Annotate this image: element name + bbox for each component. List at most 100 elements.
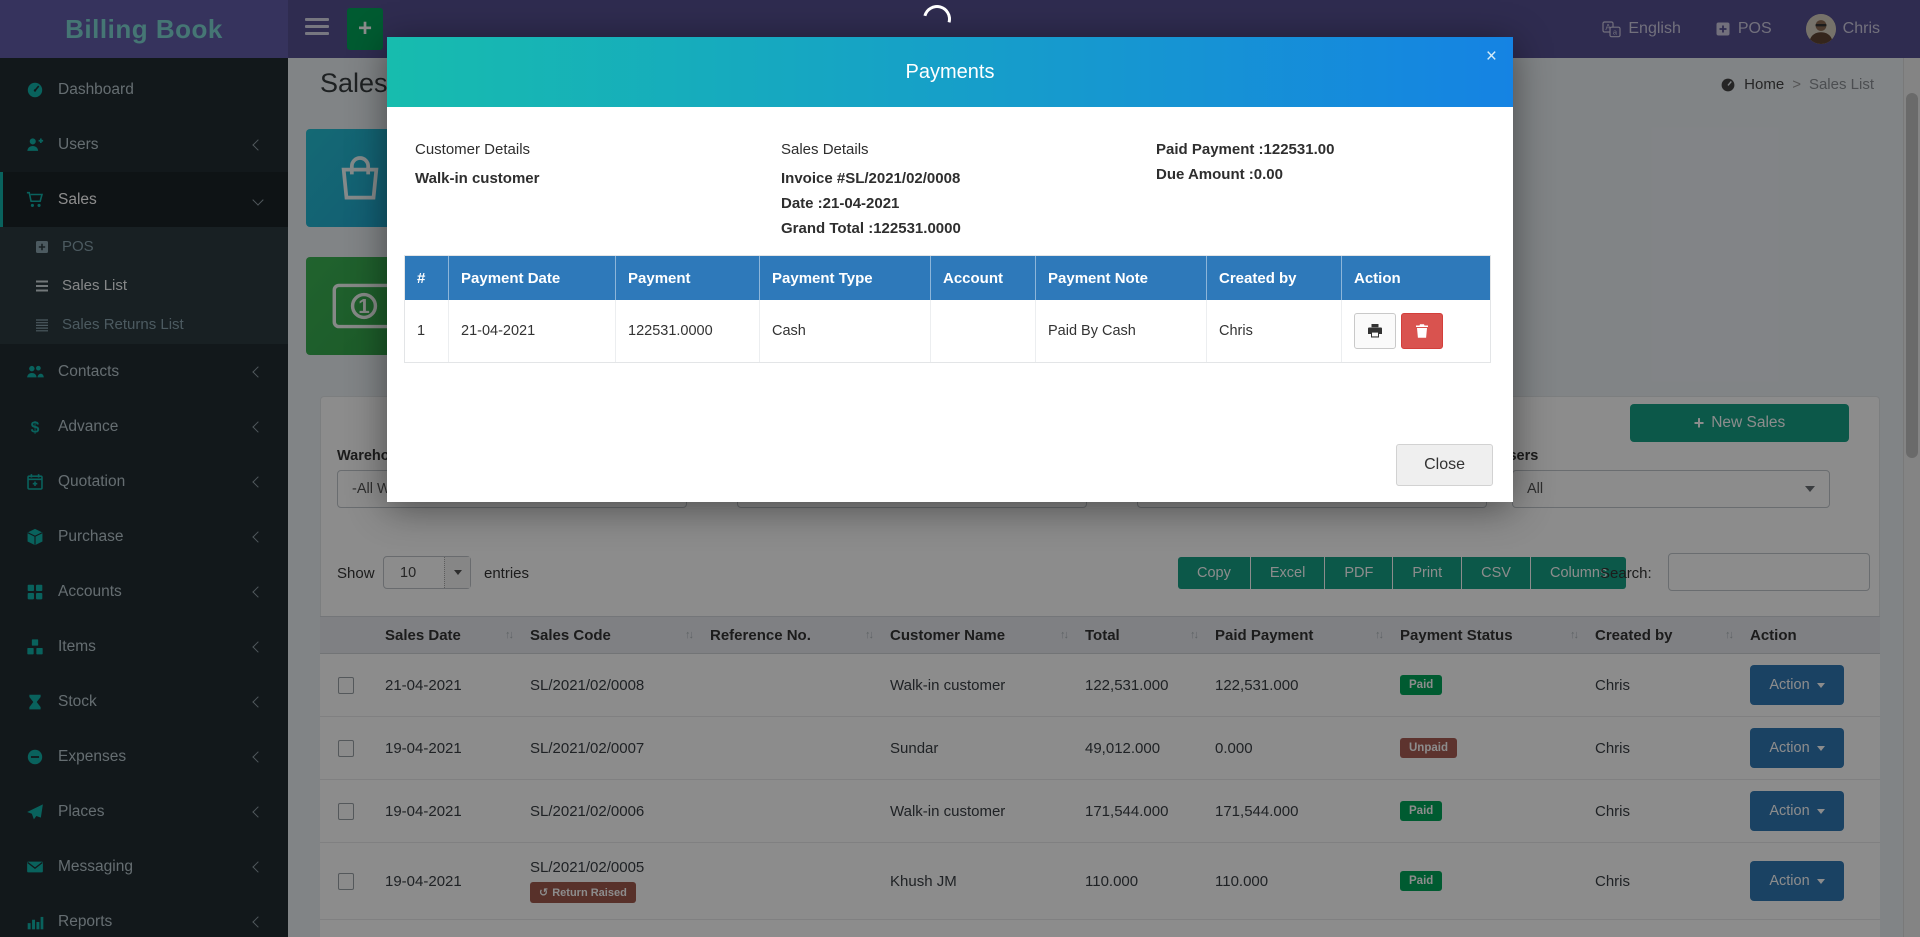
calendar-plus-icon	[26, 473, 44, 491]
payments-modal: Payments × Customer Details Walk-in cust…	[387, 37, 1513, 502]
app-title: Billing Book	[65, 13, 223, 44]
search-input[interactable]	[1668, 553, 1870, 591]
row-checkbox[interactable]	[338, 872, 354, 890]
caret-down-icon	[1816, 808, 1825, 814]
table-header-row: Sales Date ↑↓ Sales Code ↑↓ Reference No. ↑…	[320, 616, 1880, 654]
breadcrumb-separator: >	[1792, 76, 1801, 93]
row-checkbox[interactable]	[338, 676, 354, 694]
pdf-button[interactable]: PDF	[1325, 557, 1393, 589]
pos-shortcut[interactable]: POS	[1715, 20, 1772, 38]
printer-icon	[1367, 323, 1383, 339]
sales-details-section: Sales Details Invoice #SL/2021/02/0008 D…	[781, 137, 961, 241]
svg-text:$: $	[31, 419, 40, 435]
sidebar-item-contacts[interactable]: Contacts	[0, 344, 288, 399]
avatar	[1805, 14, 1836, 44]
breadcrumb: Home > Sales List	[1720, 76, 1874, 93]
show-label: Show	[337, 565, 375, 582]
sidebar-item-sales-list[interactable]: Sales List	[0, 266, 288, 305]
row-action-button[interactable]: Action	[1750, 665, 1844, 705]
status-badge: Paid	[1400, 675, 1443, 695]
row-action-button[interactable]: Action	[1750, 861, 1844, 901]
shopping-bag-icon	[332, 151, 388, 207]
sidebar-item-purchase[interactable]: Purchase	[0, 509, 288, 564]
app-logo[interactable]: Billing Book	[0, 0, 288, 58]
col-sales-date[interactable]: Sales Date ↑↓	[385, 626, 514, 644]
plus-icon: +	[1693, 412, 1705, 433]
vertical-scrollbar	[1903, 58, 1920, 937]
col-payment-status[interactable]: Payment Status ↑↓	[1400, 626, 1579, 644]
sort-icon: ↑↓	[865, 629, 874, 641]
sidebar-item-expenses[interactable]: Expenses	[0, 729, 288, 784]
sidebar-item-places[interactable]: Places	[0, 784, 288, 839]
col-reference-no[interactable]: Reference No. ↑↓	[710, 626, 874, 644]
paid-payment: Paid Payment :122531.00	[1156, 141, 1335, 158]
svg-text:1: 1	[358, 295, 369, 318]
row-action-button[interactable]: Action	[1750, 728, 1844, 768]
sidebar-item-dashboard[interactable]: Dashboard	[0, 62, 288, 117]
sidebar-item-users[interactable]: Users	[0, 117, 288, 172]
return-arrow-icon: ↺	[539, 887, 549, 899]
excel-button[interactable]: Excel	[1250, 557, 1325, 589]
caret-down-icon	[1816, 878, 1825, 884]
close-icon[interactable]: ×	[1485, 46, 1497, 67]
breadcrumb-home-link[interactable]: Home	[1744, 76, 1785, 93]
new-sales-button[interactable]: + New Sales	[1630, 404, 1849, 442]
caret-down-icon	[444, 557, 470, 588]
copy-button[interactable]: Copy	[1178, 557, 1250, 589]
columns-button[interactable]: Columns	[1530, 557, 1627, 589]
row-action-button[interactable]: Action	[1750, 791, 1844, 831]
col-created-by[interactable]: Created by ↑↓	[1595, 626, 1734, 644]
gauge-icon	[1720, 77, 1736, 93]
due-amount: Due Amount :0.00	[1156, 166, 1283, 183]
cube-icon	[26, 528, 44, 546]
row-checkbox[interactable]	[338, 802, 354, 820]
sidebar-item-sales-returns-list[interactable]: Sales Returns List	[0, 305, 288, 344]
print-button[interactable]: Print	[1393, 557, 1462, 589]
col-customer-name[interactable]: Customer Name ↑↓	[890, 626, 1069, 644]
language-label: English	[1628, 20, 1681, 37]
cart-icon	[26, 191, 44, 209]
sidebar-item-reports[interactable]: Reports	[0, 894, 288, 937]
sort-icon: ↑↓	[685, 629, 694, 641]
username: Chris	[1842, 20, 1880, 37]
sidebar-item-pos[interactable]: POS	[0, 227, 288, 266]
users-select[interactable]: All	[1512, 470, 1830, 508]
status-badge: Unpaid	[1400, 738, 1457, 758]
col-total[interactable]: Total ↑↓	[1085, 626, 1199, 644]
modal-close-button[interactable]: Close	[1396, 444, 1493, 486]
sidebar-item-messaging[interactable]: Messaging	[0, 839, 288, 894]
user-menu[interactable]: Chris	[1805, 14, 1880, 44]
sidebar-item-quotation[interactable]: Quotation	[0, 454, 288, 509]
gauge-icon	[26, 81, 44, 99]
page-size-select[interactable]: 10	[383, 556, 471, 589]
table-row: 21-04-2021 SL/2021/02/0008 Walk-in custo…	[320, 654, 1880, 717]
sidebar-item-stock[interactable]: Stock	[0, 674, 288, 729]
payment-row: 1 21-04-2021 122531.0000 Cash Paid By Ca…	[405, 300, 1490, 362]
table-row-partial	[320, 920, 1880, 937]
caret-down-icon	[1816, 682, 1825, 688]
col-paid-payment[interactable]: Paid Payment ↑↓	[1215, 626, 1384, 644]
sidebar-item-accounts[interactable]: Accounts	[0, 564, 288, 619]
cubes-icon	[26, 638, 44, 656]
scrollbar-thumb[interactable]	[1906, 93, 1918, 458]
col-sales-code[interactable]: Sales Code ↑↓	[530, 626, 694, 644]
plus-square-icon	[34, 239, 50, 255]
print-payment-button[interactable]	[1354, 313, 1396, 349]
delete-payment-button[interactable]	[1401, 313, 1443, 349]
sidebar-item-sales[interactable]: Sales	[0, 172, 288, 227]
invoice-date: Date :21-04-2021	[781, 195, 900, 212]
row-checkbox[interactable]	[338, 739, 354, 757]
svg-text:A: A	[1606, 22, 1612, 31]
list-icon	[34, 278, 50, 294]
modal-title: Payments	[905, 60, 995, 83]
svg-text:a: a	[1613, 27, 1618, 36]
sidebar-toggle-icon[interactable]	[305, 18, 329, 40]
sidebar-item-items[interactable]: Items	[0, 619, 288, 674]
csv-button[interactable]: CSV	[1462, 557, 1530, 589]
breadcrumb-current: Sales List	[1808, 76, 1874, 93]
quick-add-button[interactable]: +	[347, 8, 383, 50]
sidebar-item-advance[interactable]: $ Advance	[0, 399, 288, 454]
status-badge: Paid	[1400, 871, 1443, 891]
